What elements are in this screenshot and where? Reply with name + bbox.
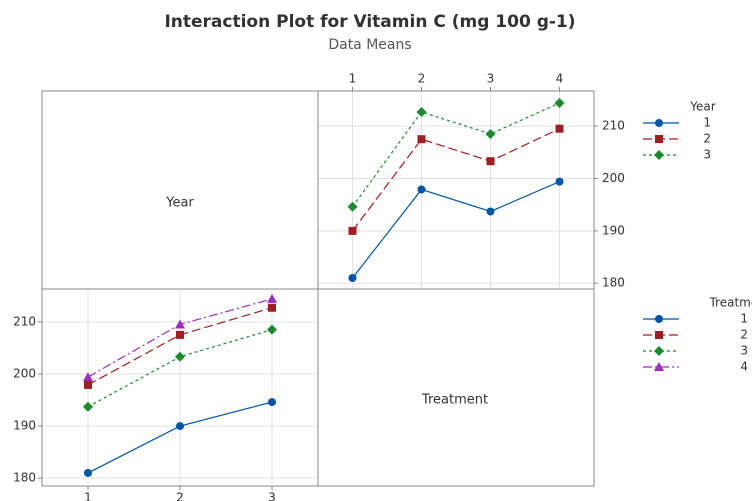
legend-marker: [654, 150, 664, 160]
panel-frame: [317, 288, 595, 487]
marker: [84, 468, 92, 477]
legend-marker: [654, 362, 664, 371]
series-line: [352, 181, 560, 279]
x-tick-label: 3: [268, 491, 276, 501]
y-tick-label: 210: [13, 314, 36, 328]
panel-frame: [41, 288, 319, 487]
marker: [348, 274, 357, 282]
x-tick-label: 1: [349, 72, 357, 86]
marker: [417, 185, 426, 194]
marker: [486, 157, 495, 166]
legend-marker: [654, 346, 664, 356]
marker: [417, 135, 426, 144]
marker: [555, 124, 564, 133]
panel-label: Year: [165, 196, 194, 211]
marker: [416, 106, 427, 117]
panel-frame: [41, 90, 319, 290]
legend-marker: [655, 315, 663, 323]
legend-label: 3: [740, 344, 748, 358]
legend-marker: [655, 331, 663, 339]
marker: [555, 177, 564, 186]
y-tick-label: 190: [602, 223, 625, 237]
legend-label: 4: [740, 360, 748, 374]
x-tick-label: 4: [556, 72, 564, 86]
legend-label: 3: [703, 148, 711, 162]
series-line: [352, 128, 560, 232]
y-tick-label: 180: [602, 276, 625, 290]
marker: [84, 380, 92, 389]
marker: [83, 401, 93, 412]
x-tick-label: 1: [84, 491, 92, 501]
chart-title: Interaction Plot for Vitamin C (mg 100 g…: [164, 12, 575, 32]
x-tick-label: 2: [418, 72, 426, 86]
panel-frame: [317, 90, 595, 290]
marker: [486, 207, 495, 216]
marker: [175, 319, 185, 329]
marker: [347, 201, 358, 212]
marker: [175, 351, 185, 362]
legend-title: Treatment: [708, 296, 752, 310]
legend-title: Year: [689, 100, 715, 114]
y-tick-label: 200: [602, 171, 625, 185]
legend-label: 1: [740, 312, 748, 326]
x-tick-label: 2: [176, 491, 184, 501]
marker: [554, 98, 565, 109]
legend-label: 1: [703, 116, 711, 130]
marker: [267, 293, 277, 303]
x-tick-label: 3: [487, 72, 495, 86]
marker: [267, 324, 277, 335]
marker: [485, 128, 496, 139]
legend-marker: [655, 135, 663, 143]
legend-label: 2: [703, 132, 711, 146]
y-tick-label: 200: [13, 366, 36, 380]
marker: [268, 303, 276, 312]
legend-label: 2: [740, 328, 748, 342]
marker: [176, 330, 184, 339]
marker: [176, 422, 184, 431]
y-tick-label: 180: [13, 471, 36, 485]
marker: [348, 226, 357, 235]
marker: [268, 398, 276, 407]
series-line: [352, 102, 560, 208]
panel-label: Treatment: [421, 393, 488, 408]
y-tick-label: 190: [13, 419, 36, 433]
y-tick-label: 210: [602, 119, 625, 133]
marker: [83, 372, 93, 382]
legend-marker: [655, 119, 663, 127]
chart-subtitle: Data Means: [328, 37, 411, 53]
